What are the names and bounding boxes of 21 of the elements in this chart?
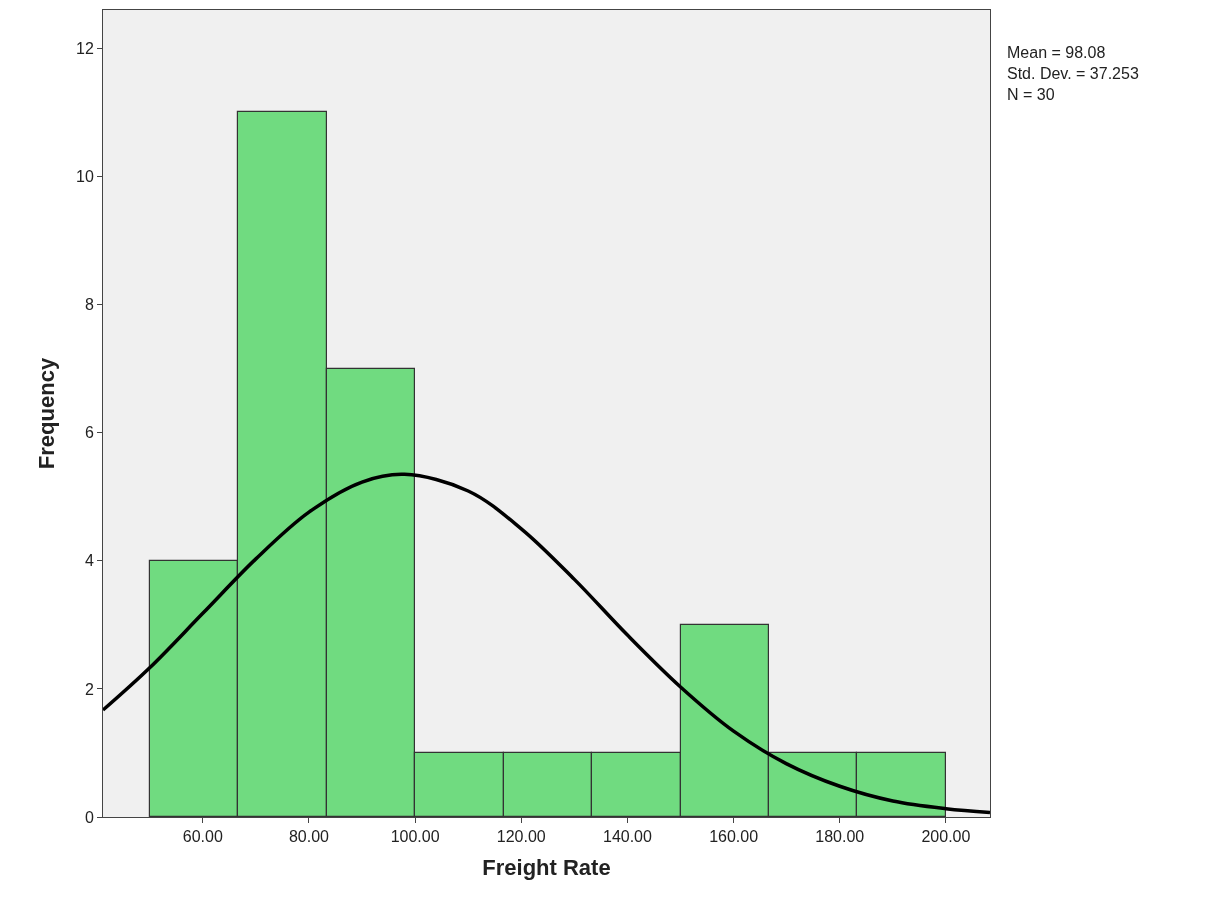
x-tick-label: 180.00 <box>815 828 865 846</box>
y-tick-label: 8 <box>84 296 94 314</box>
x-tick-label: 140.00 <box>602 828 653 846</box>
y-tick-label: 12 <box>76 40 94 58</box>
y-tick-label: 0 <box>84 808 94 826</box>
x-tick-label: 60.00 <box>182 828 223 846</box>
text: Std. Dev. = 37.253 <box>1007 64 1139 82</box>
text: N = 30 <box>1007 85 1055 103</box>
y-tick-label: 10 <box>76 168 94 186</box>
x-tick-label: 100.00 <box>390 828 440 846</box>
text: Mean = 98.08 <box>1007 44 1106 61</box>
x-tick-label: 80.00 <box>288 828 330 846</box>
x-tick-label: 120.00 <box>496 828 546 846</box>
x-tick-label: 160.00 <box>709 828 759 846</box>
x-axis-title: Freight Rate <box>482 855 611 881</box>
y-tick-label: 2 <box>84 680 94 698</box>
y-tick-label: 4 <box>84 552 94 570</box>
y-axis-title: Frequency <box>33 357 59 470</box>
line-series <box>103 472 990 815</box>
y-tick-label: 6 <box>84 424 94 442</box>
x-tick-label: 200.00 <box>921 828 971 846</box>
